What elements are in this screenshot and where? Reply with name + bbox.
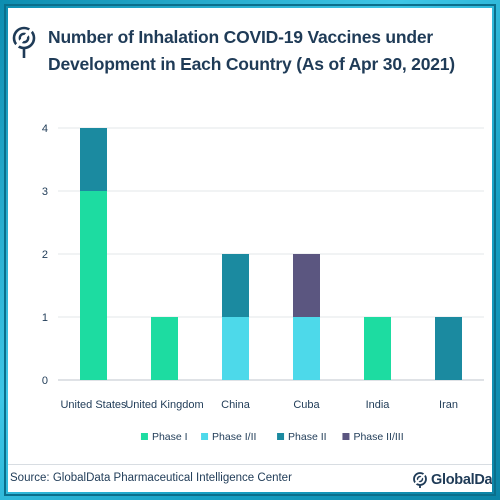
chart-title: Number of Inhalation COVID-19 Vaccines u… bbox=[48, 27, 455, 74]
bar-segment bbox=[222, 317, 249, 380]
x-tick-label: Iran bbox=[439, 399, 458, 411]
x-tick-label: Cuba bbox=[293, 399, 320, 411]
y-tick-label: 2 bbox=[42, 249, 48, 261]
y-tick-label: 4 bbox=[42, 123, 48, 135]
x-tick-label: China bbox=[221, 399, 251, 411]
legend-swatch bbox=[277, 433, 285, 440]
legend-swatch bbox=[201, 433, 209, 440]
legend-swatch bbox=[140, 433, 148, 440]
globaldata-logo: GlobalData. bbox=[412, 469, 492, 491]
legend-label: Phase I/II bbox=[212, 431, 256, 443]
bar-segment bbox=[364, 317, 391, 380]
chart-card: Number of Inhalation COVID-19 Vaccines u… bbox=[8, 8, 492, 492]
y-tick-label: 0 bbox=[42, 375, 48, 387]
logo-globe-icon bbox=[413, 472, 427, 488]
x-tick-label: India bbox=[366, 399, 391, 411]
footer-divider bbox=[8, 464, 492, 465]
legend-label: Phase II bbox=[288, 431, 327, 443]
bar-segment bbox=[435, 317, 462, 380]
y-tick-label: 1 bbox=[42, 312, 48, 324]
globe-pin-icon bbox=[12, 26, 36, 58]
source-note: Source: GlobalData Pharmaceutical Intell… bbox=[10, 472, 292, 484]
bar-segment bbox=[293, 254, 320, 317]
frame-inner-border bbox=[4, 4, 496, 496]
legend-label: Phase II/III bbox=[353, 431, 403, 443]
bar-segment bbox=[151, 317, 178, 380]
bar-segment bbox=[80, 191, 107, 380]
logo-text: GlobalData. bbox=[431, 472, 492, 488]
x-tick-label: United Kingdom bbox=[125, 399, 203, 411]
x-tick-label: United States bbox=[60, 399, 127, 411]
bar-segment bbox=[293, 317, 320, 380]
bar-segment bbox=[222, 254, 249, 317]
y-tick-label: 3 bbox=[42, 186, 48, 198]
legend-label: Phase I bbox=[152, 431, 188, 443]
legend-swatch bbox=[342, 433, 350, 440]
bar-segment bbox=[80, 128, 107, 191]
